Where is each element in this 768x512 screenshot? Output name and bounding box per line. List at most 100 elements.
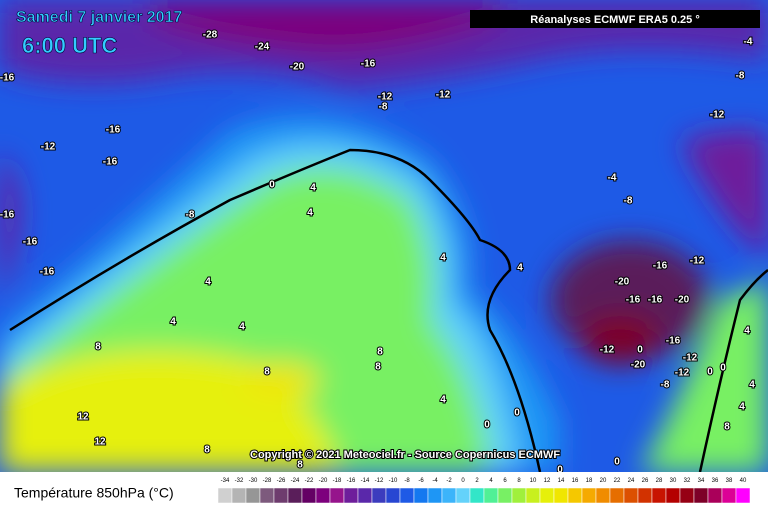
scale-swatch [679,487,695,504]
scale-swatch [609,487,625,504]
contour-label: 0 [269,180,275,191]
contour-label: -12 [710,110,725,121]
scale-label: 30 [670,478,677,484]
scale-label: -32 [235,478,244,484]
scale-swatch [231,487,247,504]
scale-swatch [693,487,709,504]
contour-label: -4 [744,37,753,48]
scale-swatch [721,487,737,504]
scale-swatch [273,487,289,504]
scale-swatch [329,487,345,504]
scale-label: 12 [544,478,551,484]
scale-label: -8 [404,478,410,484]
scale-swatch [385,487,401,504]
scale-label: 40 [740,478,747,484]
scale-label: 20 [600,478,607,484]
contour-label: 8 [724,422,730,433]
contour-label: -12 [690,256,705,267]
scale-label: 26 [642,478,649,484]
scale-label: 8 [517,478,521,484]
contour-label: 4 [310,183,316,194]
scale-swatch [539,487,555,504]
scale-swatch [581,487,597,504]
scale-label: 18 [586,478,593,484]
source: Réanalyses ECMWF ERA5 0.25 ° [530,14,699,26]
contour-label: 4 [744,326,750,337]
contour-label: 4 [517,263,523,274]
contour-label: -16 [106,125,121,136]
contour-label: -16 [648,295,663,306]
scale-swatch [483,487,499,504]
scale-label: 22 [614,478,621,484]
contour-label: 8 [264,367,270,378]
contour-label: -16 [103,157,118,168]
contour-label: -8 [186,210,195,221]
scale-swatch [441,487,457,504]
scale-label: 28 [656,478,663,484]
temperature-field [0,0,768,473]
scale-swatch [217,487,233,504]
contour-label: 8 [375,362,381,373]
contour-label: 4 [205,277,211,288]
contour-label: -16 [666,336,681,347]
scale-label: 10 [530,478,537,484]
contour-label: -20 [675,295,690,306]
contour-label: -4 [608,173,617,184]
contour-label: 4 [307,208,313,219]
contour-label: -12 [600,345,615,356]
scale-swatch [371,487,387,504]
scale-swatch [553,487,569,504]
contour-label: 8 [95,342,101,353]
contour-label: 0 [557,465,563,476]
contour-label: 4 [440,395,446,406]
scale-swatch [525,487,541,504]
contour-label: -28 [203,30,218,41]
scale-swatch [413,487,429,504]
scale-swatch [567,487,583,504]
source-box [470,10,760,28]
contour-label: -16 [361,59,376,70]
contour-label: -8 [661,380,670,391]
scale-label: -24 [291,478,300,484]
contour-label: -12 [675,368,690,379]
scale-label: 0 [461,478,465,484]
scale-label: -10 [389,478,398,484]
scale-label: 16 [572,478,579,484]
scale-label: 2 [475,478,479,484]
contour-label: 4 [440,253,446,264]
scale-swatch [245,487,261,504]
contour-label: -8 [736,71,745,82]
contour-label: 0 [484,420,490,431]
contour-label: -16 [23,237,38,248]
scale-label: -18 [333,478,342,484]
scale-label: -20 [319,478,328,484]
contour-label: 4 [170,317,176,328]
scale-label: -16 [347,478,356,484]
copyright: Copyright © 2021 Meteociel.fr - Source C… [250,449,560,461]
scale-label: 34 [698,478,705,484]
contour-label: 8 [377,347,383,358]
scale-label: -6 [418,478,424,484]
scale-label: -12 [375,478,384,484]
contour-label: -20 [631,360,646,371]
contour-label: -12 [41,142,56,153]
contour-label: 0 [720,363,726,374]
scale-label: -14 [361,478,370,484]
scale-swatch [497,487,513,504]
scale-swatch [427,487,443,504]
scale-swatch [665,487,681,504]
scale-swatch [623,487,639,504]
scale-swatch [511,487,527,504]
scale-swatch [595,487,611,504]
contour-label: 4 [739,402,745,413]
scale-label: -26 [277,478,286,484]
scale-swatch [315,487,331,504]
scale-label: -2 [446,478,452,484]
contour-label: -8 [624,196,633,207]
scale-swatch [707,487,723,504]
contour-label: -16 [653,261,668,272]
scale-swatch [357,487,373,504]
scale-label: 4 [489,478,493,484]
scale-swatch [455,487,471,504]
